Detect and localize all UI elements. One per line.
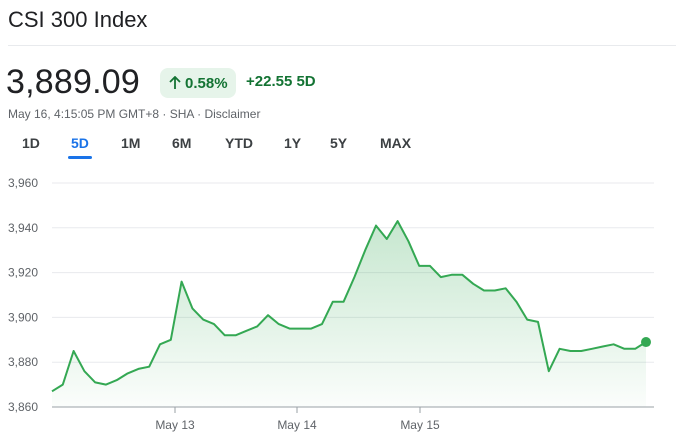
tab-6m[interactable]: 6M <box>172 135 192 151</box>
meta-separator: · <box>193 107 205 121</box>
quote-timestamp: May 16, 4:15:05 PM GMT+8 <box>8 107 160 121</box>
active-tab-indicator <box>68 156 92 159</box>
last-price-point <box>641 337 651 348</box>
meta-separator: · <box>159 107 170 121</box>
x-axis-ticks: May 13 May 14 May 15 <box>155 407 440 432</box>
current-price: 3,889.09 <box>6 63 140 101</box>
y-tick-label: 3,940 <box>8 221 38 235</box>
arrow-up-icon <box>169 76 181 89</box>
tab-5y[interactable]: 5Y <box>330 135 348 151</box>
tab-5d[interactable]: 5D <box>71 135 89 151</box>
percent-change-badge: 0.58% <box>160 68 236 98</box>
x-tick-label: May 15 <box>400 418 440 432</box>
tab-1m[interactable]: 1M <box>121 135 141 151</box>
tab-1y[interactable]: 1Y <box>284 135 302 151</box>
y-axis-labels: 3,960 3,940 3,920 3,900 3,880 3,860 <box>8 176 38 414</box>
price-area-fill <box>52 221 646 407</box>
y-tick-label: 3,880 <box>8 355 38 369</box>
quote-meta: May 16, 4:15:05 PM GMT+8 · SHA · Disclai… <box>8 107 260 121</box>
absolute-change: +22.55 5D <box>246 73 316 90</box>
y-tick-label: 3,960 <box>8 176 38 190</box>
header-divider <box>8 45 676 46</box>
x-tick-label: May 13 <box>155 418 195 432</box>
tab-ytd[interactable]: YTD <box>225 135 253 151</box>
percent-change-value: 0.58% <box>185 74 228 92</box>
exchange-label: SHA <box>169 107 194 121</box>
disclaimer-link[interactable]: Disclaimer <box>204 107 261 121</box>
page-title: CSI 300 Index <box>8 7 148 32</box>
price-line <box>51 220 647 393</box>
x-tick-label: May 14 <box>277 418 317 432</box>
tab-max[interactable]: MAX <box>380 135 412 151</box>
y-tick-label: 3,920 <box>8 266 38 280</box>
y-tick-label: 3,900 <box>8 310 38 324</box>
y-tick-label: 3,860 <box>8 400 38 414</box>
tab-1d[interactable]: 1D <box>22 135 40 151</box>
